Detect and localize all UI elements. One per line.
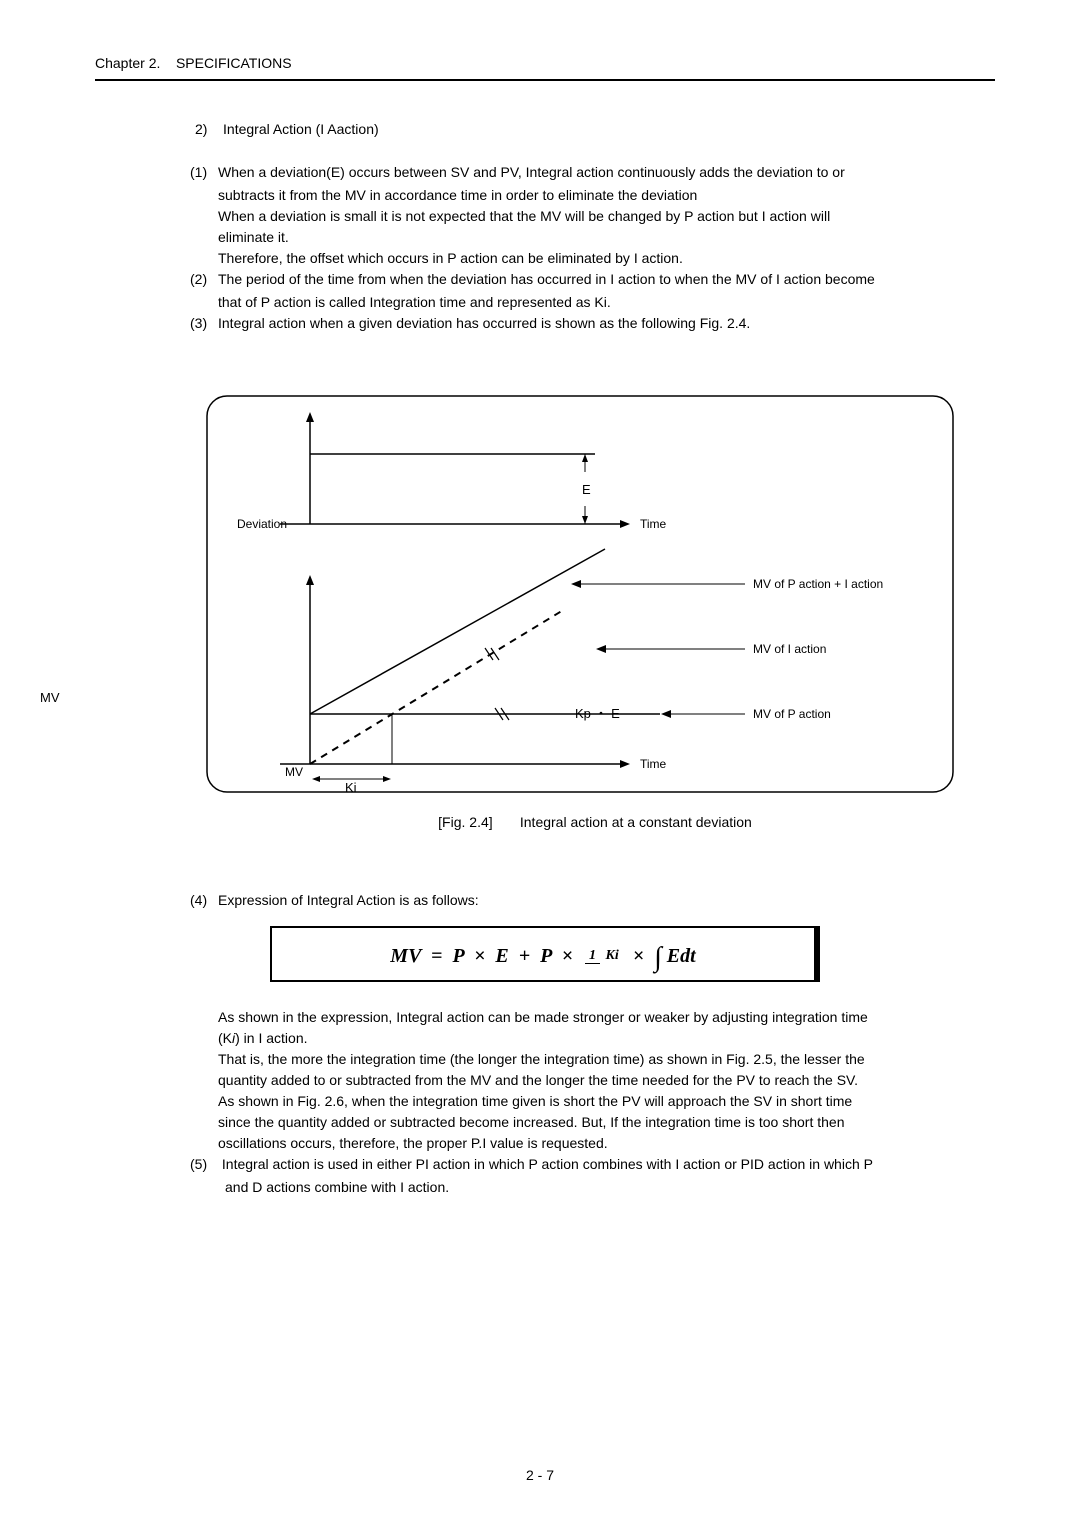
chapter-label: Chapter 2. (95, 55, 160, 71)
fig-label-deviation: Deviation (237, 517, 287, 531)
fig-label-kpE: Kp ・ E (575, 706, 620, 721)
page-number: 2 - 7 (0, 1467, 1080, 1483)
body-text: oscillations occurs, therefore, the prop… (218, 1133, 995, 1154)
section-title-text: Integral Action (I Aaction) (223, 121, 379, 137)
body-text: Integral action when a given deviation h… (218, 313, 995, 334)
list-num: (1) (190, 162, 218, 183)
body-text: Therefore, the offset which occurs in P … (218, 248, 995, 269)
eq-times2: × (562, 945, 573, 967)
body-text: When a deviation(E) occurs between SV an… (218, 162, 995, 183)
eq-plus: + (519, 945, 530, 967)
body-text: and D actions combine with I action. (225, 1177, 995, 1198)
eq-e: E (495, 945, 508, 967)
list-num: (5) (190, 1154, 218, 1175)
eq-p: P (452, 945, 463, 967)
eq-mv: MV (390, 945, 421, 967)
list-item-5: (5) Integral action is used in either PI… (190, 1154, 995, 1175)
fig-label-time1: Time (640, 517, 667, 531)
body-text: As shown in Fig. 2.6, when the integrati… (218, 1091, 995, 1112)
eq-frac-bot: Ki (603, 948, 620, 963)
body-text: that of P action is called Integration t… (218, 292, 995, 313)
fig-label-E: E (582, 482, 591, 497)
fig-caption-label: [Fig. 2.4] (438, 814, 492, 830)
fig-label-mv-p: MV of P action (753, 707, 831, 721)
section-num: 2) (195, 121, 207, 137)
fig-label-time2: Time (640, 757, 667, 771)
fig-label-ki: Ki (345, 780, 357, 794)
fig-label-mv-pi: MV of P action + I action (753, 577, 883, 591)
body-text: The period of the time from when the dev… (218, 269, 995, 290)
list-num: (2) (190, 269, 218, 290)
body-text: Integral action is used in either PI act… (218, 1154, 995, 1175)
figure-caption: [Fig. 2.4] Integral action at a constant… (195, 814, 995, 830)
body-text: That is, the more the integration time (… (218, 1049, 995, 1070)
eq-p2: P (540, 945, 551, 967)
list-item-1: (1) When a deviation(E) occurs between S… (190, 162, 995, 183)
eq-frac-top: 1 (585, 948, 600, 964)
body-text: eliminate it. (218, 227, 995, 248)
list-num: (4) (190, 890, 218, 911)
body-text: As shown in the expression, Integral act… (218, 1007, 995, 1028)
equation-box: MV = P × E + P × 1 Ki × ∫ Edt (270, 926, 820, 982)
fig-label-mv-i: MV of I action (753, 642, 826, 656)
list-item-4: (4) Expression of Integral Action is as … (190, 890, 995, 911)
page-header: Chapter 2. SPECIFICATIONS (95, 55, 995, 81)
list-item-3: (3) Integral action when a given deviati… (190, 313, 995, 334)
body-text: quantity added to or subtracted from the… (218, 1070, 995, 1091)
fig-label-mv: MV (285, 765, 303, 779)
figure-2-4: E Deviation Time MV Time (205, 394, 955, 799)
body-text: When a deviation is small it is not expe… (218, 206, 995, 227)
chapter-title: SPECIFICATIONS (176, 55, 292, 71)
eq-equals: = (431, 945, 442, 967)
eq-edt: Edt (667, 945, 696, 967)
eq-times: × (474, 945, 485, 967)
figure-side-label: MV (40, 690, 60, 705)
integral-icon: ∫ (654, 942, 662, 973)
eq-times3: × (633, 945, 644, 967)
figure-svg: E Deviation Time MV Time (205, 394, 955, 794)
list-num: (3) (190, 313, 218, 334)
body-text: since the quantity added or subtracted b… (218, 1112, 995, 1133)
body-text: subtracts it from the MV in accordance t… (218, 185, 995, 206)
eq-fraction: 1 Ki (585, 948, 621, 963)
list-item-2: (2) The period of the time from when the… (190, 269, 995, 290)
body-text: (Ki) in I action. (218, 1028, 995, 1049)
body-text: Expression of Integral Action is as foll… (218, 890, 995, 911)
section-heading: 2) Integral Action (I Aaction) (195, 121, 995, 137)
fig-caption-text: Integral action at a constant deviation (520, 814, 752, 830)
